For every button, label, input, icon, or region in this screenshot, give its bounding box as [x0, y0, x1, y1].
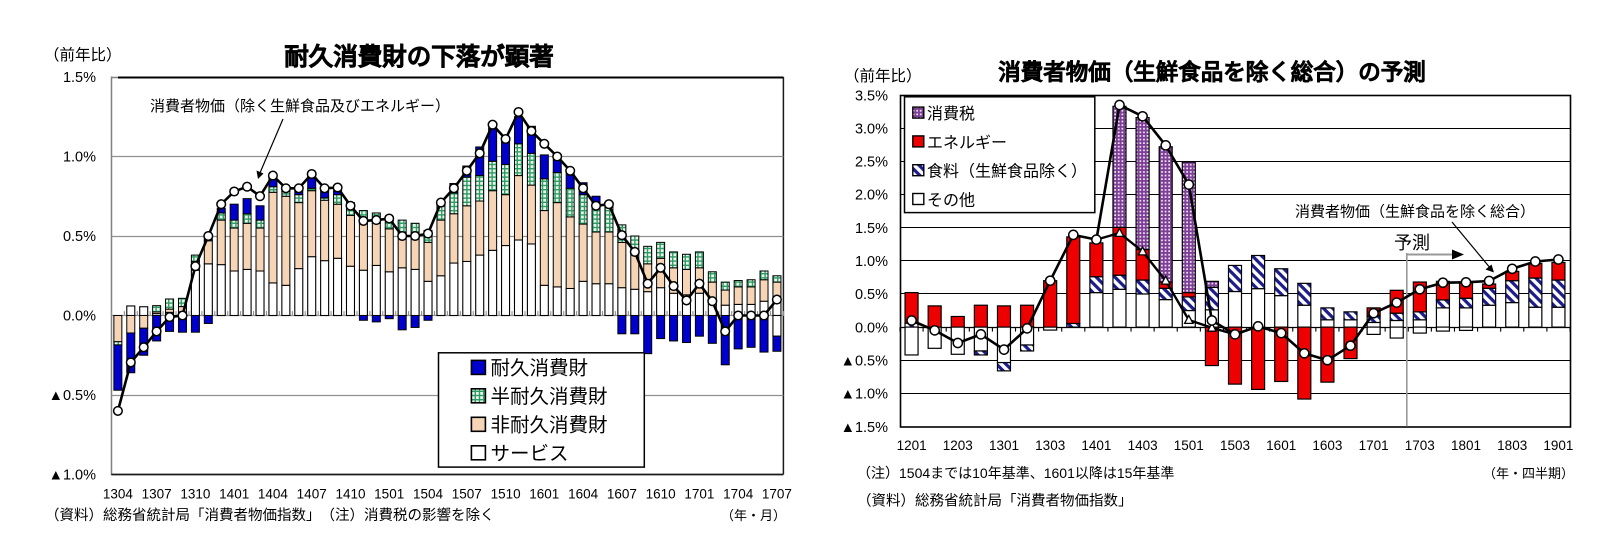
svg-text:消費者物価（生鮮食品を除く総合）の予測: 消費者物価（生鮮食品を除く総合）の予測 — [998, 59, 1426, 85]
svg-text:▲1.5%: ▲1.5% — [841, 420, 889, 436]
svg-text:▲0.5%: ▲0.5% — [49, 388, 97, 404]
svg-text:1601: 1601 — [1266, 438, 1296, 453]
svg-text:（前年比）: （前年比） — [844, 67, 922, 85]
svg-text:1603: 1603 — [1312, 438, 1342, 453]
svg-text:1401: 1401 — [1081, 438, 1111, 453]
svg-text:半耐久消費財: 半耐久消費財 — [491, 386, 608, 408]
svg-text:1407: 1407 — [297, 487, 327, 502]
svg-text:食料（生鮮食品除く）: 食料（生鮮食品除く） — [927, 163, 1087, 181]
svg-text:1303: 1303 — [1035, 438, 1065, 453]
svg-text:耐久消費財: 耐久消費財 — [491, 357, 589, 379]
svg-text:3.5%: 3.5% — [855, 88, 888, 104]
svg-text:その他: その他 — [927, 192, 975, 210]
svg-text:1.5%: 1.5% — [63, 70, 96, 86]
svg-text:2.5%: 2.5% — [855, 155, 888, 171]
svg-text:▲0.5%: ▲0.5% — [841, 353, 889, 369]
svg-text:1701: 1701 — [1359, 438, 1389, 453]
svg-text:1503: 1503 — [1220, 438, 1250, 453]
svg-text:3.0%: 3.0% — [855, 121, 888, 137]
svg-text:消費者物価（生鮮食品を除く総合）: 消費者物価（生鮮食品を除く総合） — [1295, 204, 1535, 221]
svg-text:1701: 1701 — [684, 487, 714, 502]
svg-text:1707: 1707 — [762, 487, 792, 502]
svg-text:1607: 1607 — [607, 487, 637, 502]
svg-text:1.5%: 1.5% — [855, 221, 888, 237]
svg-text:1703: 1703 — [1405, 438, 1435, 453]
svg-text:サービス: サービス — [491, 443, 569, 465]
svg-text:1507: 1507 — [452, 487, 482, 502]
svg-text:▲1.0%: ▲1.0% — [49, 468, 97, 484]
svg-text:1803: 1803 — [1497, 438, 1527, 453]
svg-text:1.0%: 1.0% — [855, 254, 888, 270]
svg-text:1203: 1203 — [943, 438, 973, 453]
svg-text:1601: 1601 — [529, 487, 559, 502]
svg-text:1504: 1504 — [413, 487, 444, 502]
svg-text:エネルギー: エネルギー — [927, 134, 1007, 152]
svg-text:1704: 1704 — [723, 487, 754, 502]
svg-text:1310: 1310 — [180, 487, 210, 502]
svg-text:（注）1504までは10年基準、1601以降は15年基準: （注）1504までは10年基準、1601以降は15年基準 — [857, 465, 1174, 481]
svg-text:1604: 1604 — [568, 487, 599, 502]
svg-text:0.0%: 0.0% — [855, 320, 888, 336]
svg-text:2.0%: 2.0% — [855, 188, 888, 204]
svg-text:1304: 1304 — [103, 487, 134, 502]
svg-text:1.0%: 1.0% — [63, 150, 96, 166]
svg-text:（資料）総務省統計局「消費者物価指数」 （注）消費税の影響を: （資料）総務省統計局「消費者物価指数」 （注）消費税の影響を除く — [45, 506, 495, 524]
svg-text:（年・四半期）: （年・四半期） — [1483, 466, 1574, 481]
svg-text:消費者物価（除く生鮮食品及びエネルギー）: 消費者物価（除く生鮮食品及びエネルギー） — [150, 98, 450, 115]
svg-text:耐久消費財の下落が顕著: 耐久消費財の下落が顕著 — [284, 42, 554, 71]
svg-text:消費税: 消費税 — [927, 105, 975, 123]
svg-text:1610: 1610 — [646, 487, 676, 502]
svg-text:1301: 1301 — [989, 438, 1019, 453]
svg-text:1510: 1510 — [491, 487, 521, 502]
svg-text:1307: 1307 — [142, 487, 172, 502]
svg-text:1501: 1501 — [374, 487, 404, 502]
svg-text:（年・月）: （年・月） — [721, 508, 786, 523]
svg-text:1401: 1401 — [219, 487, 249, 502]
svg-text:1404: 1404 — [258, 487, 289, 502]
svg-text:1410: 1410 — [335, 487, 365, 502]
svg-text:0.5%: 0.5% — [63, 229, 96, 245]
svg-text:▲1.0%: ▲1.0% — [841, 387, 889, 403]
svg-text:1801: 1801 — [1451, 438, 1481, 453]
svg-text:予測: 予測 — [1394, 233, 1430, 253]
svg-text:1901: 1901 — [1543, 438, 1573, 453]
svg-text:非耐久消費財: 非耐久消費財 — [491, 414, 608, 436]
svg-text:（前年比）: （前年比） — [44, 46, 122, 64]
svg-text:（資料）総務省統計局「消費者物価指数」: （資料）総務省統計局「消費者物価指数」 — [857, 493, 1133, 510]
svg-text:0.0%: 0.0% — [63, 309, 96, 325]
svg-text:1403: 1403 — [1128, 438, 1158, 453]
svg-text:1201: 1201 — [897, 438, 927, 453]
svg-text:1501: 1501 — [1174, 438, 1204, 453]
svg-text:0.5%: 0.5% — [855, 287, 888, 303]
